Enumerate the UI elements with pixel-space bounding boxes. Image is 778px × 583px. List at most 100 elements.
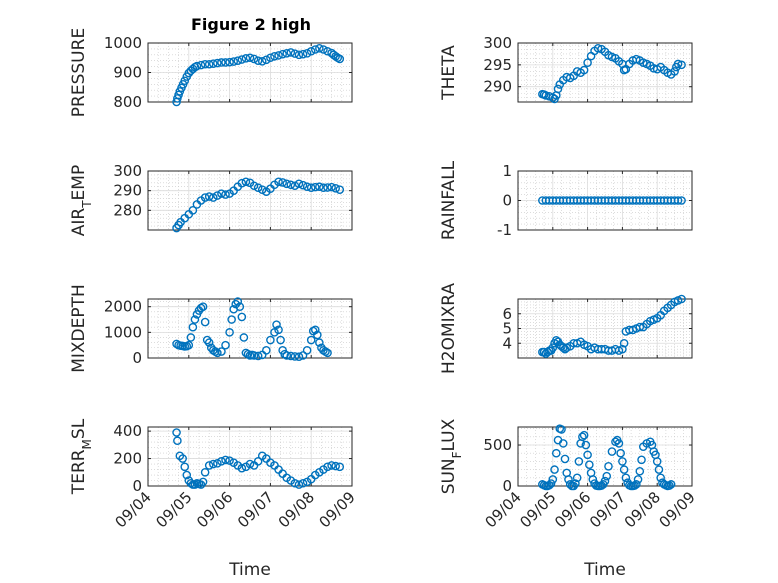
- y-tick-label: 6: [502, 305, 512, 323]
- data-point: [190, 315, 200, 324]
- data-point: [204, 338, 214, 347]
- data-point: [198, 302, 208, 311]
- data-point: [274, 177, 283, 187]
- data-point: [635, 466, 645, 476]
- data-point: [180, 76, 190, 86]
- series-markers: [538, 196, 686, 205]
- subplot-pressure: 800 900 1000 PRESSURE: [69, 28, 353, 117]
- series-markers: [172, 297, 332, 362]
- y-tick-label: 5: [502, 320, 512, 338]
- data-point: [204, 461, 214, 470]
- y-axis-label: RAINFALL: [439, 160, 459, 240]
- data-point: [196, 60, 206, 70]
- data-point: [331, 184, 340, 193]
- data-point: [278, 178, 287, 187]
- data-point: [257, 56, 267, 66]
- y-tick-label: 2000: [104, 298, 142, 316]
- data-point: [310, 182, 320, 192]
- y-tick-label: 200: [113, 450, 142, 468]
- data-point: [670, 67, 679, 76]
- data-point: [677, 60, 686, 70]
- data-point: [600, 476, 610, 486]
- data-point: [184, 340, 194, 350]
- data-point: [198, 477, 208, 487]
- data-point: [637, 455, 646, 465]
- data-point: [313, 330, 322, 340]
- data-point: [282, 351, 292, 360]
- data-point: [306, 46, 316, 56]
- data-point: [635, 322, 645, 332]
- x-axis-label: Time: [228, 560, 271, 580]
- data-point: [245, 459, 255, 469]
- data-point: [217, 189, 226, 198]
- data-point: [217, 347, 226, 356]
- y-axis-label-main: AIR: [69, 208, 89, 237]
- data-point: [619, 338, 629, 348]
- data-point: [227, 315, 236, 324]
- data-point: [560, 454, 570, 464]
- data-point: [656, 473, 665, 483]
- y-tick-label: 500: [483, 436, 512, 454]
- data-point: [673, 196, 683, 205]
- data-point: [213, 191, 222, 200]
- data-point: [618, 457, 627, 466]
- y-axis-label-main: THETA: [439, 45, 459, 101]
- y-tick-label: 290: [483, 78, 512, 96]
- y-axis-label-tail: EMP: [69, 165, 89, 201]
- data-point: [302, 346, 312, 355]
- data-point: [190, 480, 200, 489]
- data-point: [286, 180, 296, 190]
- data-point: [335, 54, 345, 64]
- data-point: [652, 457, 662, 466]
- y-axis-label: SUNFLUX: [439, 418, 464, 494]
- data-point: [221, 340, 230, 350]
- data-point: [323, 348, 332, 358]
- axes-box: [147, 170, 353, 231]
- data-point: [548, 475, 558, 484]
- series-markers: [538, 424, 676, 491]
- data-point: [237, 178, 247, 188]
- data-point: [619, 465, 629, 474]
- data-point: [241, 177, 251, 187]
- y-axis-label: PRESSURE: [69, 28, 89, 117]
- data-point: [178, 454, 187, 463]
- y-tick-label: 400: [113, 422, 142, 440]
- data-point: [602, 471, 612, 481]
- y-axis-label-subscript: M: [80, 439, 94, 449]
- data-point: [564, 475, 573, 484]
- data-point: [290, 352, 300, 361]
- y-axis-label: MIXDEPTH: [69, 284, 89, 373]
- axes-box: [147, 426, 353, 487]
- data-point: [266, 335, 275, 345]
- data-point: [331, 461, 340, 471]
- y-axis-label-main: RAINFALL: [439, 160, 459, 240]
- figure-title: Figure 2 high: [191, 15, 311, 34]
- data-point: [286, 351, 296, 361]
- y-axis-label-main: TERR: [69, 449, 89, 495]
- series-markers: [538, 43, 686, 104]
- data-point: [276, 335, 285, 345]
- y-tick-label: 1000: [104, 323, 142, 341]
- data-point: [294, 179, 304, 189]
- data-point: [180, 462, 190, 472]
- data-point: [188, 206, 198, 215]
- data-point: [213, 459, 222, 468]
- data-point: [282, 179, 292, 189]
- data-point: [186, 478, 196, 488]
- y-axis-label-tail: LUX: [439, 418, 459, 451]
- data-point: [677, 294, 686, 304]
- data-point: [315, 182, 324, 192]
- data-point: [286, 48, 296, 57]
- data-point: [604, 462, 613, 471]
- data-point: [302, 182, 312, 192]
- data-point: [588, 475, 598, 484]
- data-point: [173, 436, 182, 446]
- data-point: [294, 480, 304, 489]
- data-point: [593, 43, 603, 53]
- data-point: [188, 322, 198, 332]
- data-point: [200, 193, 210, 202]
- data-point: [204, 192, 214, 201]
- data-point: [298, 49, 308, 59]
